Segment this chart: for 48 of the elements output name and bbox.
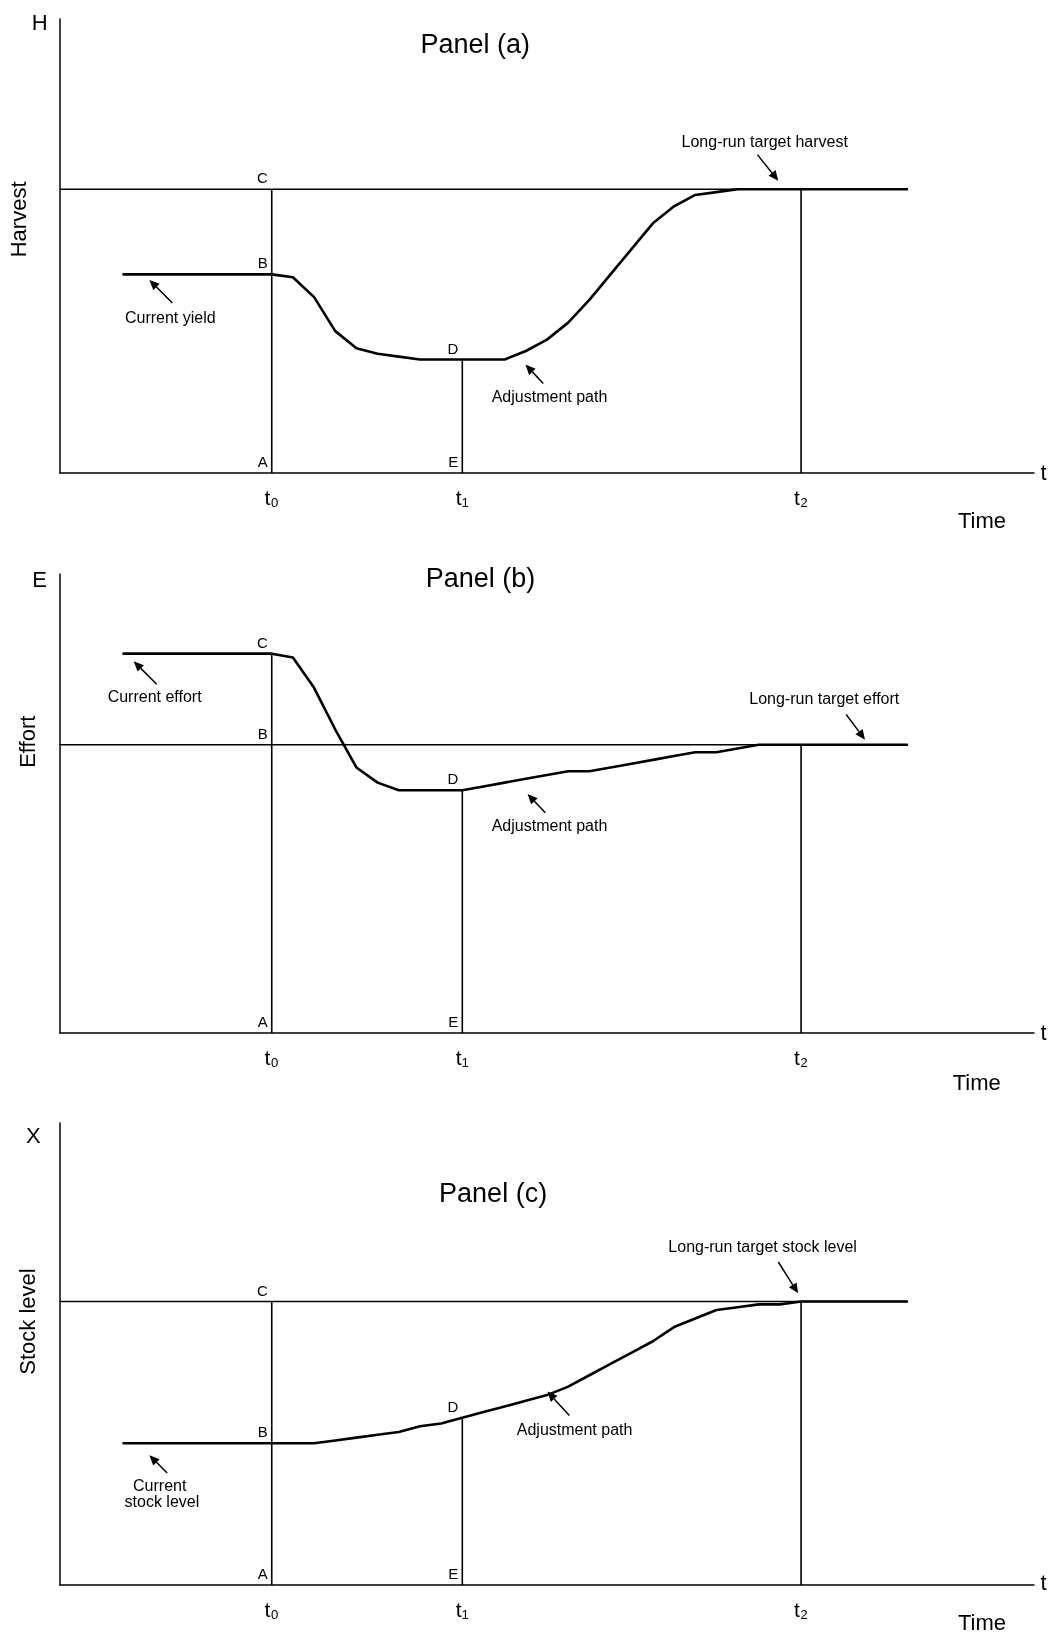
annotation: E xyxy=(448,453,459,470)
annotation: Adjustment path xyxy=(516,1420,633,1438)
x-tick-label: t₁ xyxy=(455,1046,469,1069)
annotation: Current effort xyxy=(107,688,203,706)
x-tick-label: t₀ xyxy=(264,1598,280,1621)
x-tick-label: t₁ xyxy=(455,486,469,509)
x-tick-label: t₁ xyxy=(455,1598,469,1621)
annotation: C xyxy=(256,169,268,187)
annotation: B xyxy=(257,1423,268,1441)
text: H xyxy=(31,10,48,36)
text: X xyxy=(26,1123,42,1149)
annotation: A xyxy=(257,1013,268,1030)
x-axis-title: Time xyxy=(952,1069,1001,1095)
annotation: Adjustment path xyxy=(491,388,608,406)
annotation: B xyxy=(257,254,268,272)
annotation: Long-run target effort xyxy=(749,690,900,708)
annotation: Current yield xyxy=(124,309,216,327)
annotation: D xyxy=(447,1397,459,1415)
annotation: B xyxy=(257,724,268,742)
annotation: C xyxy=(256,633,268,651)
chart-title: Panel (c) xyxy=(439,1178,548,1209)
x-axis-title: Time xyxy=(957,1609,1007,1635)
x-tick-label: t₂ xyxy=(794,1598,809,1621)
annotation: D xyxy=(447,770,459,788)
y-axis-title: Effort xyxy=(14,715,40,768)
x-tick-label: t₀ xyxy=(264,1046,280,1069)
annotation: E xyxy=(448,1565,459,1582)
text: Long-run target stock level xyxy=(668,1237,857,1255)
annotation: A xyxy=(257,1565,268,1582)
x-axis-title: Time xyxy=(957,507,1007,533)
chart-title: Panel (a) xyxy=(420,28,531,59)
y-axis-title: Harvest xyxy=(6,181,32,258)
annotation: Adjustment path xyxy=(491,816,608,834)
chart-title: Panel (b) xyxy=(425,562,536,593)
x-tick-label: t₂ xyxy=(794,1046,809,1069)
text: E xyxy=(32,567,48,593)
x-tick-label: t₀ xyxy=(264,486,280,509)
text: Long-run target harvest xyxy=(681,132,849,150)
annotation: A xyxy=(257,453,268,470)
annotation: Current stock level xyxy=(124,1477,200,1511)
text: t xyxy=(1040,459,1047,485)
x-tick-label: t₂ xyxy=(794,486,809,509)
y-axis-title: Stock level xyxy=(14,1268,40,1375)
annotation: C xyxy=(256,1281,268,1299)
text: t xyxy=(1040,1570,1047,1596)
annotation: D xyxy=(447,339,459,357)
annotation: E xyxy=(448,1013,459,1030)
text: t xyxy=(1040,1019,1047,1045)
